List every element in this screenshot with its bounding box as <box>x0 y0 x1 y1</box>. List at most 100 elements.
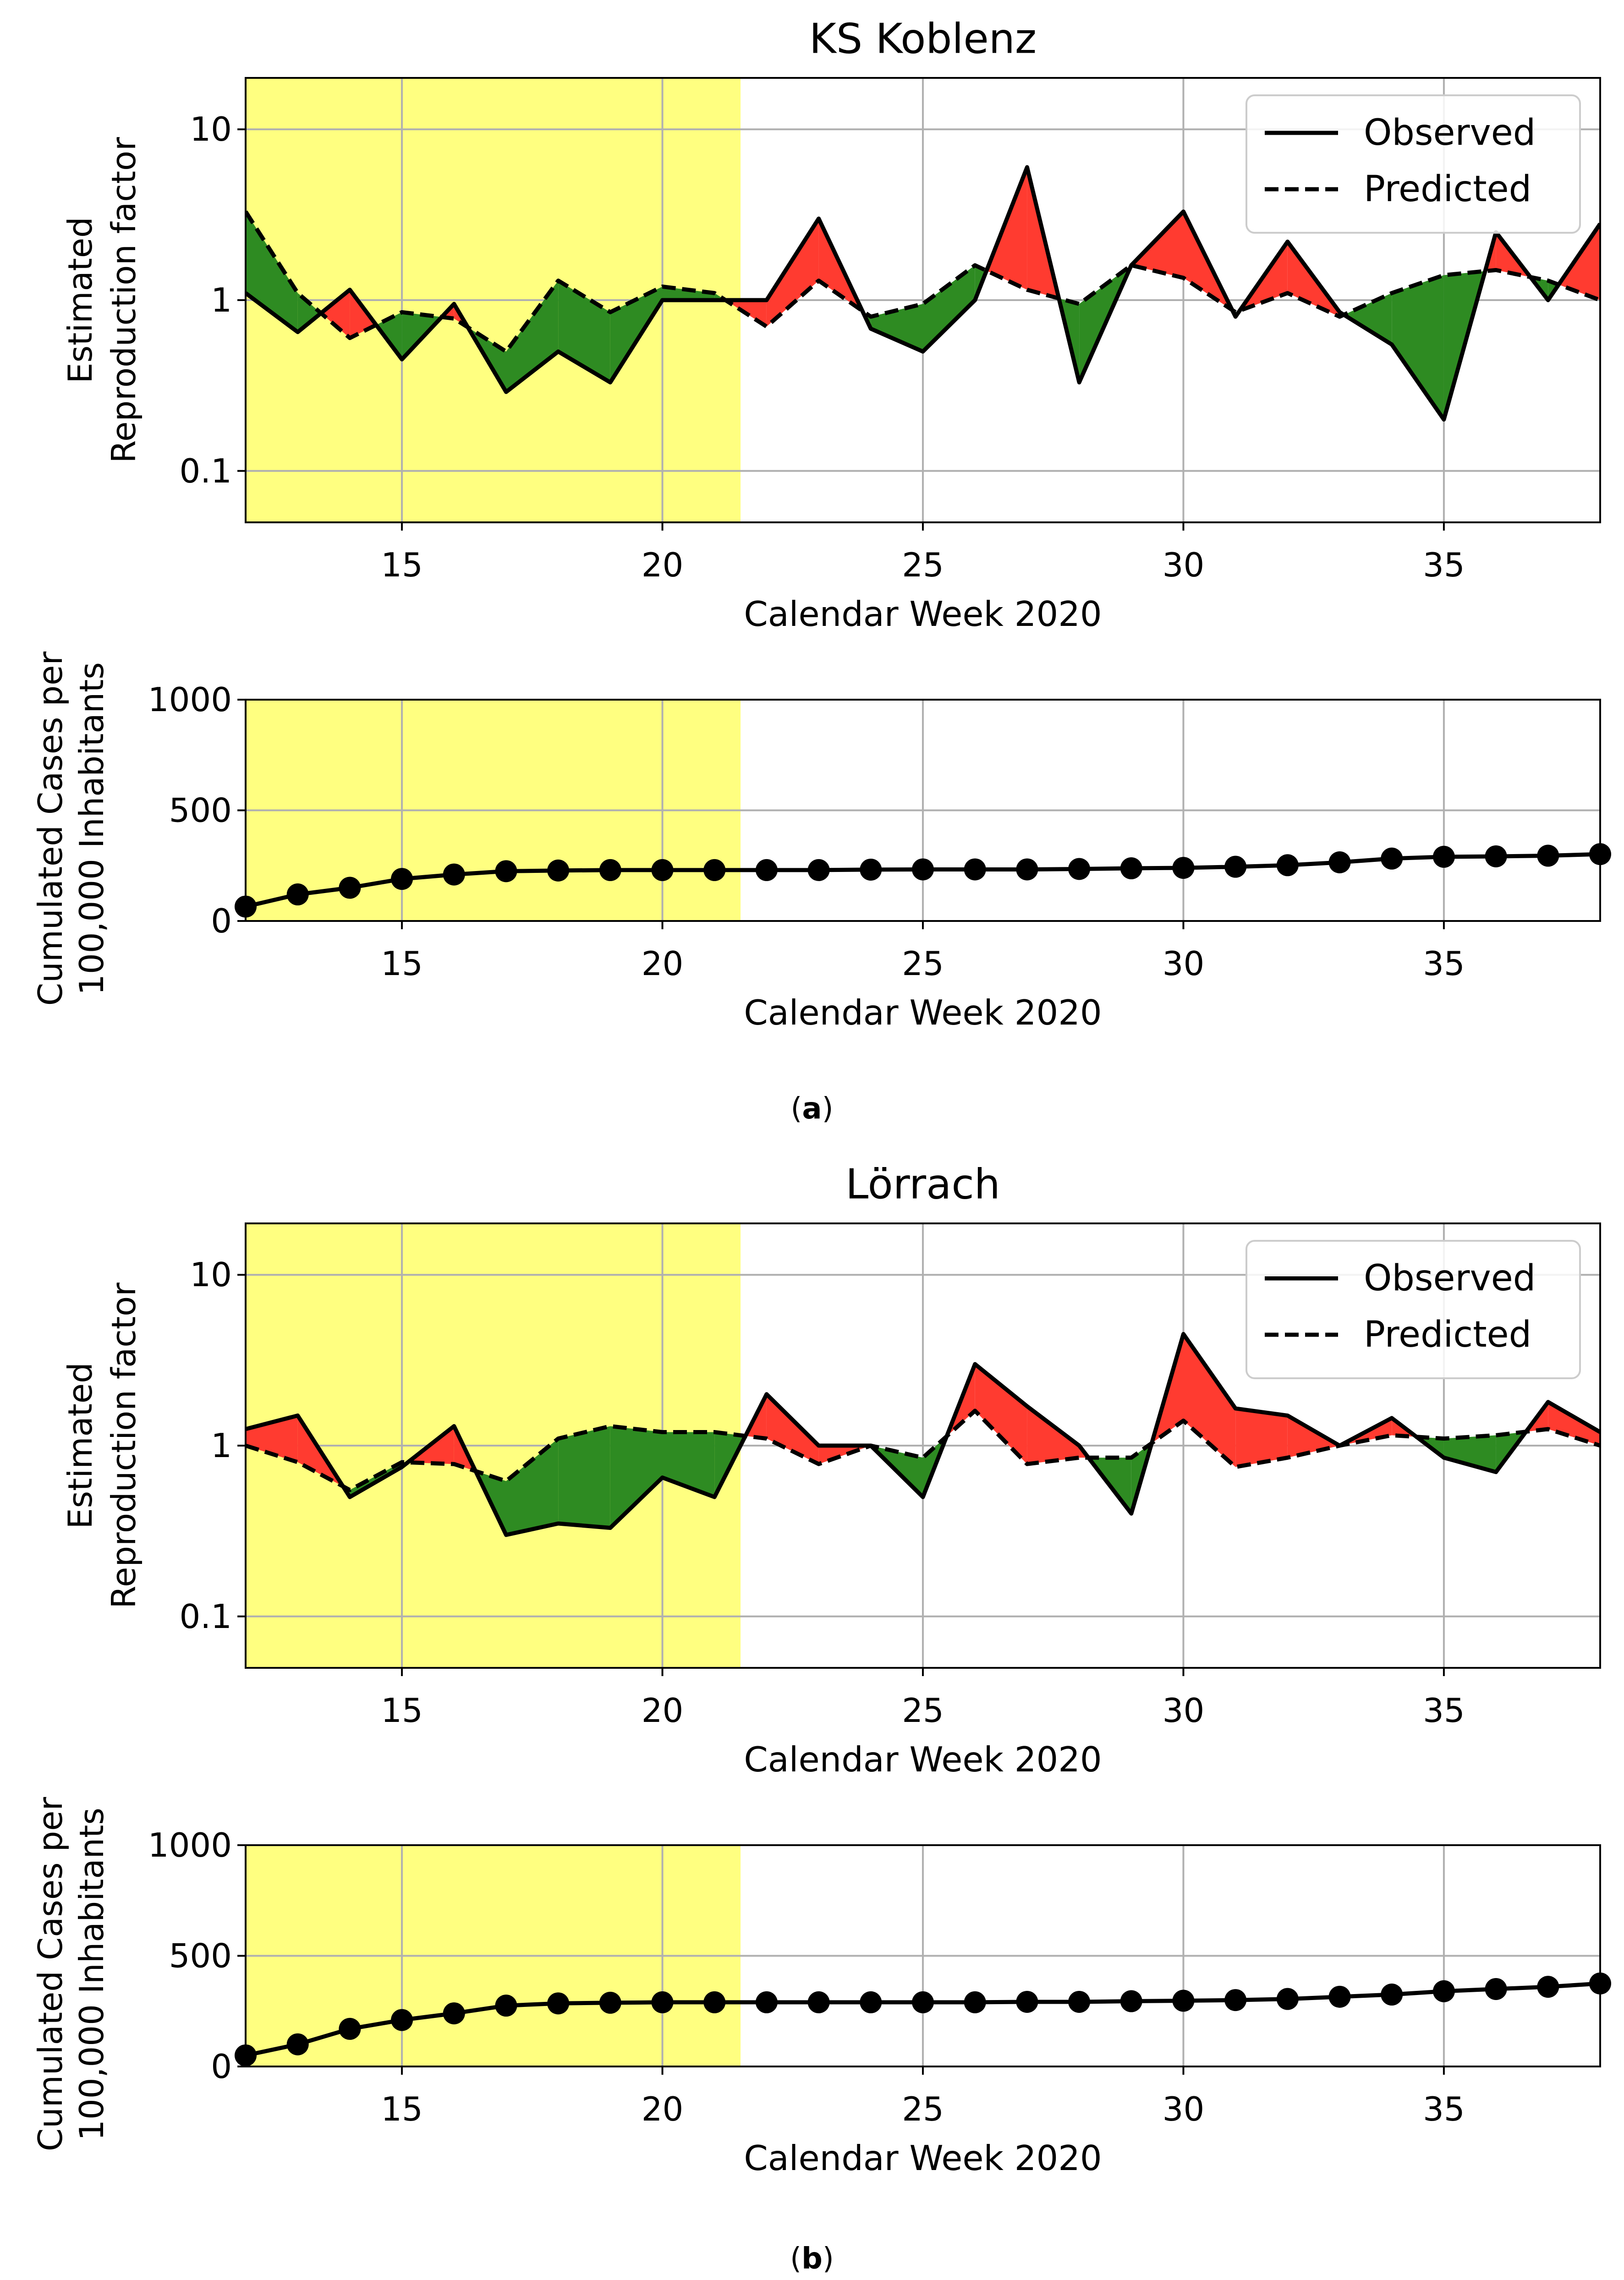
reproduction-panel-a: 15 20 25 30 35 10 1 0.1 KS Koblenz Calendar Week … <box>61 15 1601 634</box>
cumulative-point <box>1485 845 1507 867</box>
legend-observed-label: Observed <box>1364 1258 1536 1299</box>
cumulative-point <box>443 863 465 886</box>
cumulative-point <box>860 1991 882 2013</box>
cumulative-point <box>286 2033 309 2055</box>
observed-line <box>246 165 1600 422</box>
fill-above-prediction <box>766 1394 819 1464</box>
cumulative-point <box>1172 1990 1195 2012</box>
cumulative-point <box>807 1991 830 2013</box>
cumulative-series <box>235 1972 1611 2066</box>
cumulative-point <box>495 1995 517 2017</box>
cumulative-point <box>755 1991 778 2013</box>
cumulative-point <box>391 868 413 890</box>
y-axis-label: 100,000 Inhabitants <box>72 662 111 995</box>
y-axis-label: Reproduction factor <box>104 1282 143 1609</box>
cumulative-panel-a: 15 20 25 30 35 1000 500 0 Calendar Week 2020 Cumu… <box>31 652 1611 1033</box>
legend-predicted-label: Predicted <box>1364 169 1531 210</box>
cumulative-point <box>1276 1988 1299 2010</box>
fill-below-prediction <box>1392 275 1444 420</box>
fill-above-prediction <box>766 219 819 327</box>
cumulative-point <box>547 1992 570 2015</box>
cumulative-point <box>1328 851 1351 874</box>
cumulative-point <box>964 1991 986 2013</box>
cumulative-point <box>1381 847 1403 870</box>
legend: Observed Predicted <box>1245 1240 1581 1379</box>
cumulative-point <box>599 1991 621 2014</box>
cumulative-point <box>807 859 830 881</box>
y-tick-label: 1000 <box>148 1826 232 1864</box>
fill-below-prediction <box>506 280 559 392</box>
fill-above-prediction <box>1558 224 1600 300</box>
cumulative-point <box>599 859 621 881</box>
y-tick-label: 500 <box>169 1937 232 1975</box>
fill-below-prediction <box>1344 293 1392 345</box>
cumulative-point <box>1276 854 1299 877</box>
y-tick-label: 1 <box>211 1426 232 1465</box>
cumulative-point <box>1537 844 1559 867</box>
cumulative-point <box>1068 858 1091 880</box>
cumulative-point <box>1432 845 1455 868</box>
y-tick-label: 1000 <box>148 680 232 719</box>
cumulative-point <box>912 858 934 881</box>
x-tick-label: 15 <box>381 546 423 584</box>
cumulative-point <box>1485 1978 1507 2000</box>
x-tick-label: 25 <box>902 2090 944 2128</box>
cumulative-point <box>1068 1990 1091 2013</box>
fill-below-prediction <box>506 1438 559 1535</box>
y-axis-label: Estimated <box>61 217 99 384</box>
y-tick-label: 0.1 <box>179 452 232 490</box>
x-tick-label: 30 <box>1163 2090 1205 2128</box>
x-tick-label: 15 <box>381 944 423 983</box>
panel-caption: (b) <box>790 2242 834 2276</box>
reproduction-panel-b: 15 20 25 30 35 10 1 0.1 Lörrach Calendar Week 202… <box>61 1161 1601 1780</box>
cumulative-point <box>1224 1989 1247 2011</box>
cumulative-point <box>1172 857 1195 879</box>
cumulative-point <box>443 2002 465 2025</box>
x-axis-label: Calendar Week 2020 <box>744 594 1102 634</box>
x-tick-label: 30 <box>1163 944 1205 983</box>
x-tick-label: 25 <box>902 944 944 983</box>
legend: Observed Predicted <box>1245 94 1581 234</box>
fill-above-prediction <box>1548 1402 1600 1446</box>
fill-below-prediction <box>558 1426 610 1528</box>
cumulative-point <box>1432 1980 1455 2002</box>
cumulative-point <box>703 859 726 881</box>
y-axis-label: Cumulated Cases per <box>31 1797 70 2152</box>
y-tick-label: 0 <box>211 2047 232 2086</box>
observed-line <box>246 1332 1600 1537</box>
x-tick-label: 25 <box>902 1691 944 1730</box>
fill-below-prediction <box>871 304 923 352</box>
fill-below-prediction <box>1443 1435 1496 1472</box>
fill-above-prediction <box>321 290 350 338</box>
fill-below-prediction <box>923 265 975 352</box>
legend-box <box>1245 1240 1581 1379</box>
x-axis-label: Calendar Week 2020 <box>744 992 1102 1033</box>
x-tick-label: 15 <box>381 1691 423 1730</box>
cumulative-point <box>860 858 882 881</box>
cumulative-point <box>651 1991 674 2013</box>
cumulative-point <box>703 1991 726 2013</box>
y-tick-label: 0.1 <box>179 1597 232 1636</box>
y-tick-label: 10 <box>190 1255 232 1294</box>
panel-title: Lörrach <box>845 1161 1000 1209</box>
fill-above-prediction <box>1183 1334 1236 1467</box>
fill-above-prediction <box>1027 1406 1080 1464</box>
series-lines <box>246 165 1600 422</box>
cumulative-panel-b: 15 20 25 30 35 1000 500 0 Calendar Week 2020 Cumu… <box>31 1797 1611 2178</box>
y-tick-label: 500 <box>169 791 232 830</box>
cumulative-point <box>495 860 517 882</box>
cumulative-point <box>651 859 674 881</box>
y-tick-label: 10 <box>190 110 232 148</box>
x-tick-label: 20 <box>642 1691 684 1730</box>
fill-below-prediction <box>297 293 321 332</box>
y-axis-label: 100,000 Inhabitants <box>72 1808 111 2141</box>
cumulative-point <box>391 2009 413 2031</box>
x-tick-label: 30 <box>1163 1691 1205 1730</box>
fill-above-prediction <box>975 1364 1027 1464</box>
x-tick-label: 25 <box>902 546 944 584</box>
cumulative-point <box>286 883 309 906</box>
cumulative-series <box>235 843 1611 918</box>
y-axis-label: Estimated <box>61 1362 99 1529</box>
legend-observed-label: Observed <box>1364 112 1536 153</box>
